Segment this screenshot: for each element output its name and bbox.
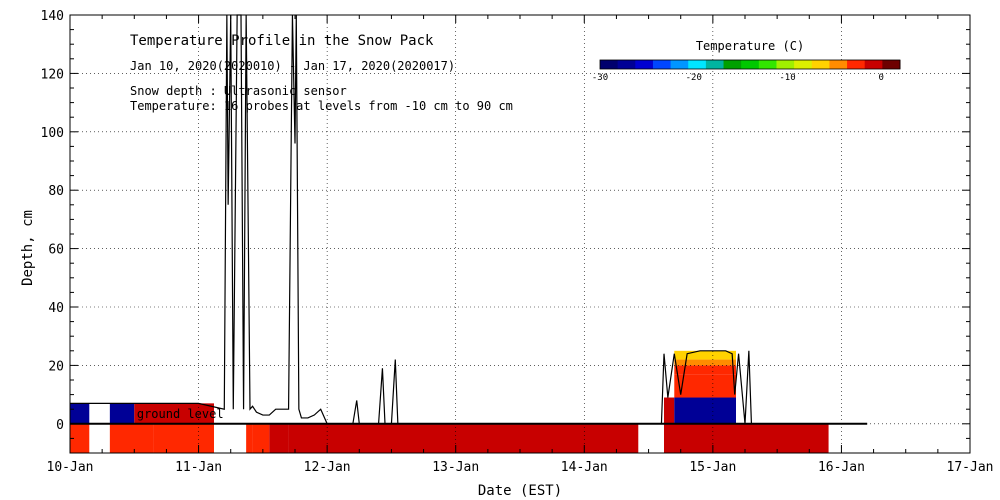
temperature-cell xyxy=(252,423,270,453)
colorbar-title: Temperature (C) xyxy=(696,39,804,53)
colorbar-swatch xyxy=(794,60,813,69)
x-axis-title: Date (EST) xyxy=(478,483,562,499)
colorbar-swatch xyxy=(723,60,742,69)
colorbar-tick-label: -10 xyxy=(779,73,795,83)
x-tick-label: 14-Jan xyxy=(561,460,608,475)
temperature-cell xyxy=(246,423,253,453)
y-tick-label: 120 xyxy=(41,67,64,82)
x-tick-label: 16-Jan xyxy=(818,460,865,475)
y-tick-label: 80 xyxy=(48,184,64,199)
colorbar-swatches xyxy=(599,59,901,70)
colorbar-swatch xyxy=(829,60,848,69)
temperature-cell xyxy=(674,374,736,398)
y-tick-label: 100 xyxy=(41,126,64,141)
colorbar-swatch xyxy=(600,60,619,69)
temperature-cell xyxy=(674,350,736,360)
colorbar-swatch xyxy=(688,60,707,69)
temperature-cell xyxy=(70,403,90,424)
snow-depth-series xyxy=(70,14,868,425)
temperature-cell xyxy=(109,423,154,453)
x-tick-label: 11-Jan xyxy=(175,460,222,475)
temperature-cell xyxy=(153,423,214,453)
colorbar-ticks: -30 -20 -10 0 xyxy=(592,73,884,83)
snow-depth-layer xyxy=(70,14,868,425)
temperature-cell xyxy=(109,403,135,424)
colorbar-frame xyxy=(599,59,901,70)
colorbar-swatch xyxy=(847,60,866,69)
temperature-cell xyxy=(288,423,639,453)
x-tick-label: 12-Jan xyxy=(304,460,351,475)
colorbar-swatch xyxy=(776,60,795,69)
x-tick-label: 10-Jan xyxy=(47,460,94,475)
chart-subtitle: Jan 10, 2020(2020010) - Jan 17, 2020(202… xyxy=(130,59,455,73)
ground-level-label: ground level xyxy=(137,407,224,421)
y-tick-label: 40 xyxy=(48,301,64,316)
x-tick-label: 15-Jan xyxy=(689,460,736,475)
temperature-cell xyxy=(664,423,829,453)
temperature-cell xyxy=(664,397,675,424)
colorbar-tick-label: 0 xyxy=(879,73,884,83)
note-snow-depth: Snow depth : Ultrasonic sensor xyxy=(130,84,347,98)
colorbar-swatch xyxy=(758,60,777,69)
colorbar-swatch xyxy=(635,60,654,69)
note-temperature: Temperature: 16 probes at levels from -1… xyxy=(130,99,513,113)
colorbar-swatch xyxy=(617,60,636,69)
x-tick-label: 13-Jan xyxy=(432,460,479,475)
y-tick-label: 140 xyxy=(41,9,64,24)
y-tick-label: 20 xyxy=(48,359,64,374)
temperature-cell xyxy=(134,403,214,424)
colorbar: Temperature (C) -30 -20 -10 0 xyxy=(592,39,901,83)
colorbar-swatch xyxy=(705,60,725,69)
grid-lines xyxy=(70,15,970,453)
chart-title: Temperature Profile in the Snow Pack xyxy=(130,33,434,49)
colorbar-swatch xyxy=(741,60,760,69)
axis-ticks: 10-Jan 11-Jan 12-Jan 13-Jan 14-Jan 15-Jan 16-J… xyxy=(41,9,994,475)
colorbar-swatch xyxy=(882,60,901,69)
colorbar-tick-label: -20 xyxy=(686,73,702,83)
temperature-cell xyxy=(70,423,90,453)
y-tick-label: 0 xyxy=(56,418,64,433)
plot-frame xyxy=(69,14,971,454)
colorbar-swatch xyxy=(670,60,689,69)
colorbar-swatch xyxy=(864,60,883,69)
colorbar-swatch xyxy=(811,60,830,69)
y-tick-label: 60 xyxy=(48,243,64,258)
temperature-cells xyxy=(70,350,829,453)
colorbar-tick-label: -30 xyxy=(592,73,608,83)
temperature-cell xyxy=(269,423,289,453)
temperature-cell xyxy=(674,397,736,424)
temperature-cell xyxy=(674,365,736,375)
y-axis-title: Depth, cm xyxy=(20,210,36,286)
x-tick-label: 17-Jan xyxy=(947,460,994,475)
temperature-cell xyxy=(674,359,736,366)
colorbar-swatch xyxy=(652,60,672,69)
